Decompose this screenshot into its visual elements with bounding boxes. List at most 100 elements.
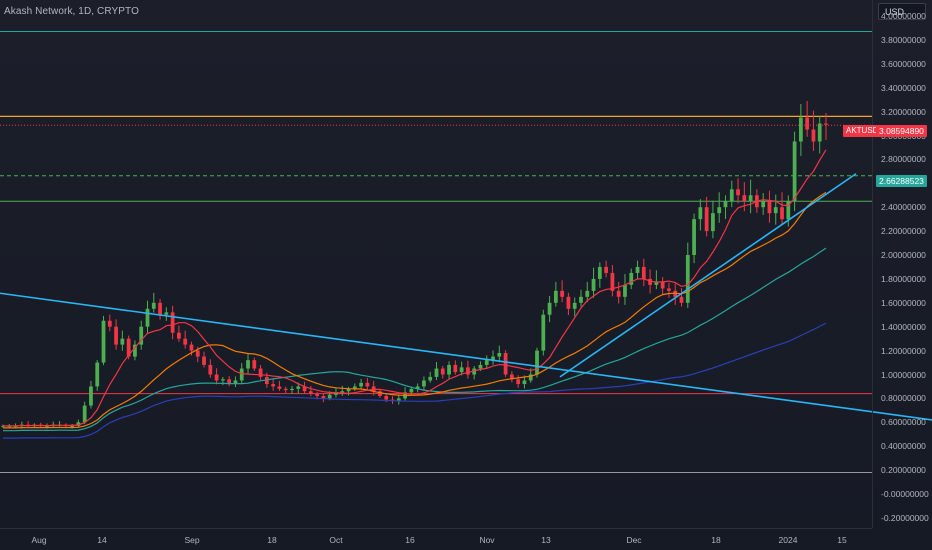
candle-body	[183, 338, 188, 345]
candle-body	[528, 374, 533, 381]
candle-body	[654, 281, 659, 285]
candle-body	[258, 368, 263, 377]
candle-body	[82, 405, 87, 423]
candle-body	[591, 278, 596, 291]
candle-body	[321, 396, 326, 399]
candle-body	[516, 379, 521, 385]
candle-body	[221, 379, 225, 381]
candle-body	[246, 360, 250, 369]
candle-body	[277, 386, 282, 389]
candle-body	[126, 338, 131, 357]
candle-body	[792, 141, 797, 202]
candle-body	[698, 207, 703, 220]
candle-body	[352, 386, 357, 389]
candle-body	[189, 344, 194, 351]
candle-body	[164, 312, 169, 315]
candle-body	[101, 320, 106, 363]
price-tick-label: 0.60000000	[881, 417, 926, 428]
candle-body	[290, 388, 294, 391]
candle-body	[748, 195, 753, 202]
trendline-down	[0, 292, 932, 421]
candle-body	[76, 422, 81, 426]
time-tick-label: Sep	[184, 535, 200, 545]
candle-body	[717, 207, 722, 214]
candle-body	[673, 290, 678, 297]
candle-body	[453, 364, 458, 373]
candle-body	[761, 201, 766, 208]
ma20-line	[3, 149, 827, 427]
price-tick-label: 0.20000000	[881, 465, 926, 476]
candle-body	[491, 356, 495, 361]
candle-body	[334, 392, 338, 395]
price-tick-label: 3.60000000	[881, 58, 926, 69]
candle-body	[70, 425, 74, 427]
price-tick-label: 3.40000000	[881, 82, 926, 93]
candle-body	[415, 386, 420, 389]
candle-body	[597, 266, 602, 279]
price-tick-label: 4.00000000	[881, 11, 926, 21]
candle-body	[133, 344, 137, 357]
candle-body	[239, 368, 244, 381]
candle-body	[503, 352, 508, 375]
price-tick-label: 1.80000000	[881, 273, 926, 284]
candle-body	[729, 189, 734, 202]
candle-body	[359, 382, 363, 387]
time-tick-label: 15	[837, 535, 847, 545]
chart-title: Akash Network, 1D, CRYPTO	[4, 6, 139, 17]
time-tick-label: 18	[267, 535, 277, 545]
candle-body	[384, 396, 389, 400]
candle-body	[89, 386, 93, 406]
currency-button[interactable]: USD	[878, 3, 926, 20]
candle-body	[428, 376, 433, 381]
candle-body	[466, 367, 470, 375]
candle-body	[579, 296, 583, 303]
candle-body	[478, 364, 483, 369]
time-axis-separator	[0, 528, 872, 529]
candle-body	[139, 326, 144, 345]
candle-body	[692, 219, 696, 255]
candle-body	[553, 290, 558, 303]
time-tick-label: Aug	[31, 535, 47, 545]
candle-body	[811, 129, 816, 142]
candle-body	[535, 350, 539, 375]
candle-body	[271, 384, 276, 387]
candle-body	[177, 332, 181, 339]
candle-body	[648, 278, 652, 285]
time-tick-label: 14	[97, 535, 107, 545]
candle-body	[459, 367, 464, 373]
level-price-badge: 2.66288523	[876, 175, 927, 187]
price-tick-label: -0.00000000	[881, 489, 929, 499]
candle-body	[95, 362, 100, 387]
candle-body	[151, 302, 156, 309]
candle-body	[805, 117, 810, 130]
candle-body	[780, 207, 784, 220]
candle-body	[365, 382, 370, 387]
candle-body	[817, 123, 822, 142]
price-tick-label: 0.80000000	[881, 393, 926, 404]
candle-body	[120, 338, 125, 345]
candle-body	[798, 117, 803, 142]
candle-body	[635, 266, 640, 273]
price-tick-label: 2.80000000	[881, 154, 926, 165]
candle-body	[667, 288, 671, 291]
ma50-line	[3, 191, 827, 429]
time-tick-label: Oct	[329, 535, 343, 545]
price-tick-label: 1.40000000	[881, 321, 926, 332]
candle-body	[296, 386, 301, 389]
candle-body	[522, 380, 527, 385]
candle-body	[641, 266, 646, 279]
price-tick-label: 3.20000000	[881, 106, 926, 117]
candle-body	[824, 123, 828, 125]
candle-body	[767, 201, 772, 214]
candle-body	[660, 281, 665, 289]
candle-body	[158, 302, 162, 315]
price-tick-label: 2.40000000	[881, 202, 926, 213]
candle-body	[541, 314, 546, 351]
candle-body	[45, 425, 49, 427]
trendline-up	[559, 173, 857, 378]
candle-body	[679, 296, 684, 303]
candle-body	[378, 391, 382, 397]
candle-body	[685, 255, 690, 303]
